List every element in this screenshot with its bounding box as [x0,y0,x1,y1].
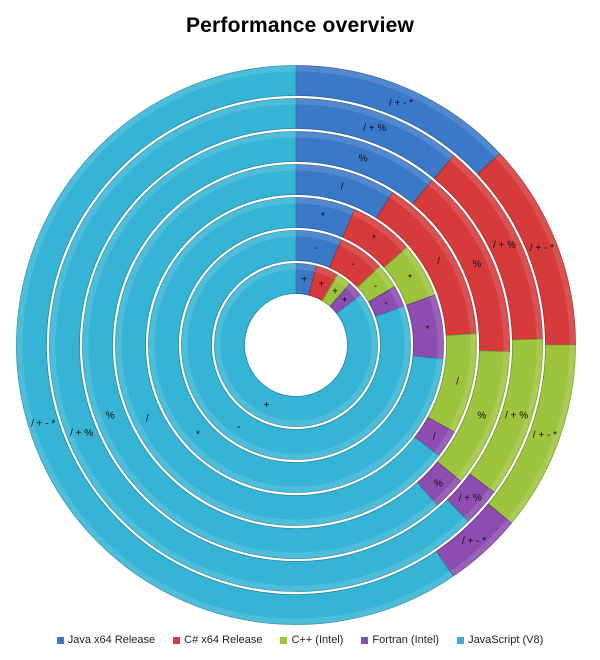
segment-highlight [296,230,342,246]
segment-highlight [464,488,494,522]
legend-swatch [173,636,181,644]
data-label: + [332,287,338,298]
legend-item: Fortran (Intel) [361,634,439,646]
legend-label: C# x64 Release [184,634,263,646]
data-label: / + - * [31,418,55,429]
data-label: % [106,411,115,422]
data-label: / + % [363,123,386,134]
legend-swatch [56,636,64,644]
data-label: / + % [493,240,516,251]
data-label: - [374,281,377,292]
segment-highlight [334,274,350,289]
segment-highlight [314,266,338,280]
segment-highlight [345,283,361,299]
legend-label: Fortran (Intel) [372,634,440,646]
legend-item: C++ (Intel) [280,634,343,646]
segment-highlight [489,339,543,492]
segment-highlight [433,477,461,506]
data-label: / [341,182,344,193]
data-label: / [456,377,459,388]
data-label: * [196,430,200,441]
segment-highlight [375,266,395,290]
data-label: / + - * [462,536,486,547]
data-label: % [359,154,368,165]
chart-rings [16,65,576,625]
data-label: * [408,273,412,284]
segment-highlight [296,197,355,216]
segment-highlight [352,209,407,252]
segment-highlight [455,351,510,482]
chart-title: Performance overview [185,14,415,37]
legend-label: JavaScript (V8) [468,634,544,646]
legend-label: Java x64 Release [67,634,156,646]
legend-item: Java x64 Release [56,634,156,646]
data-label: + [301,275,307,286]
segment-highlight [448,333,477,432]
data-label: % [434,479,443,490]
segment-highlight [389,286,404,309]
data-label: - [237,422,240,433]
segment-highlight [339,239,380,271]
data-label: / + - * [533,430,557,441]
segment-highlight [433,429,455,456]
chart-labels: + ++++-----*****/////%%%%%/ + %/ + %/ + %… [31,98,557,547]
data-label: + [342,295,348,306]
data-label: % [472,259,481,270]
data-label: % [477,411,486,422]
data-label: * [321,211,325,222]
legend-item: JavaScript (V8) [457,634,543,646]
legend-item: C# x64 Release [173,634,262,646]
segment-highlight [296,131,433,186]
data-label: * [426,324,430,335]
data-label: - [352,259,355,270]
legend-label: C++ (Intel) [291,634,344,646]
legend-swatch [457,636,465,644]
data-label: / + - * [389,98,413,109]
data-label: / + % [70,428,93,439]
data-label: - [315,243,318,254]
data-label: / + - * [530,243,554,254]
segment-highlight [296,263,317,272]
data-label: + [264,400,270,411]
data-label: / [437,256,440,267]
data-label: / [433,431,436,442]
segment-highlight [402,247,435,297]
data-label: - [384,298,387,309]
segment-highlight [428,180,510,352]
segment-highlight [449,519,512,577]
segment-highlight [429,295,444,359]
data-label: / [146,413,149,424]
legend-swatch [361,636,369,644]
segment-highlight [296,164,393,198]
data-label: * [372,233,376,244]
legend: Java x64 Release C# x64 Release C++ (Intel… [0,634,600,646]
segment-highlight [296,98,454,161]
data-label: + [318,279,324,290]
legend-swatch [280,636,288,644]
data-label: / + % [505,411,528,422]
data-label: / + % [459,493,482,504]
